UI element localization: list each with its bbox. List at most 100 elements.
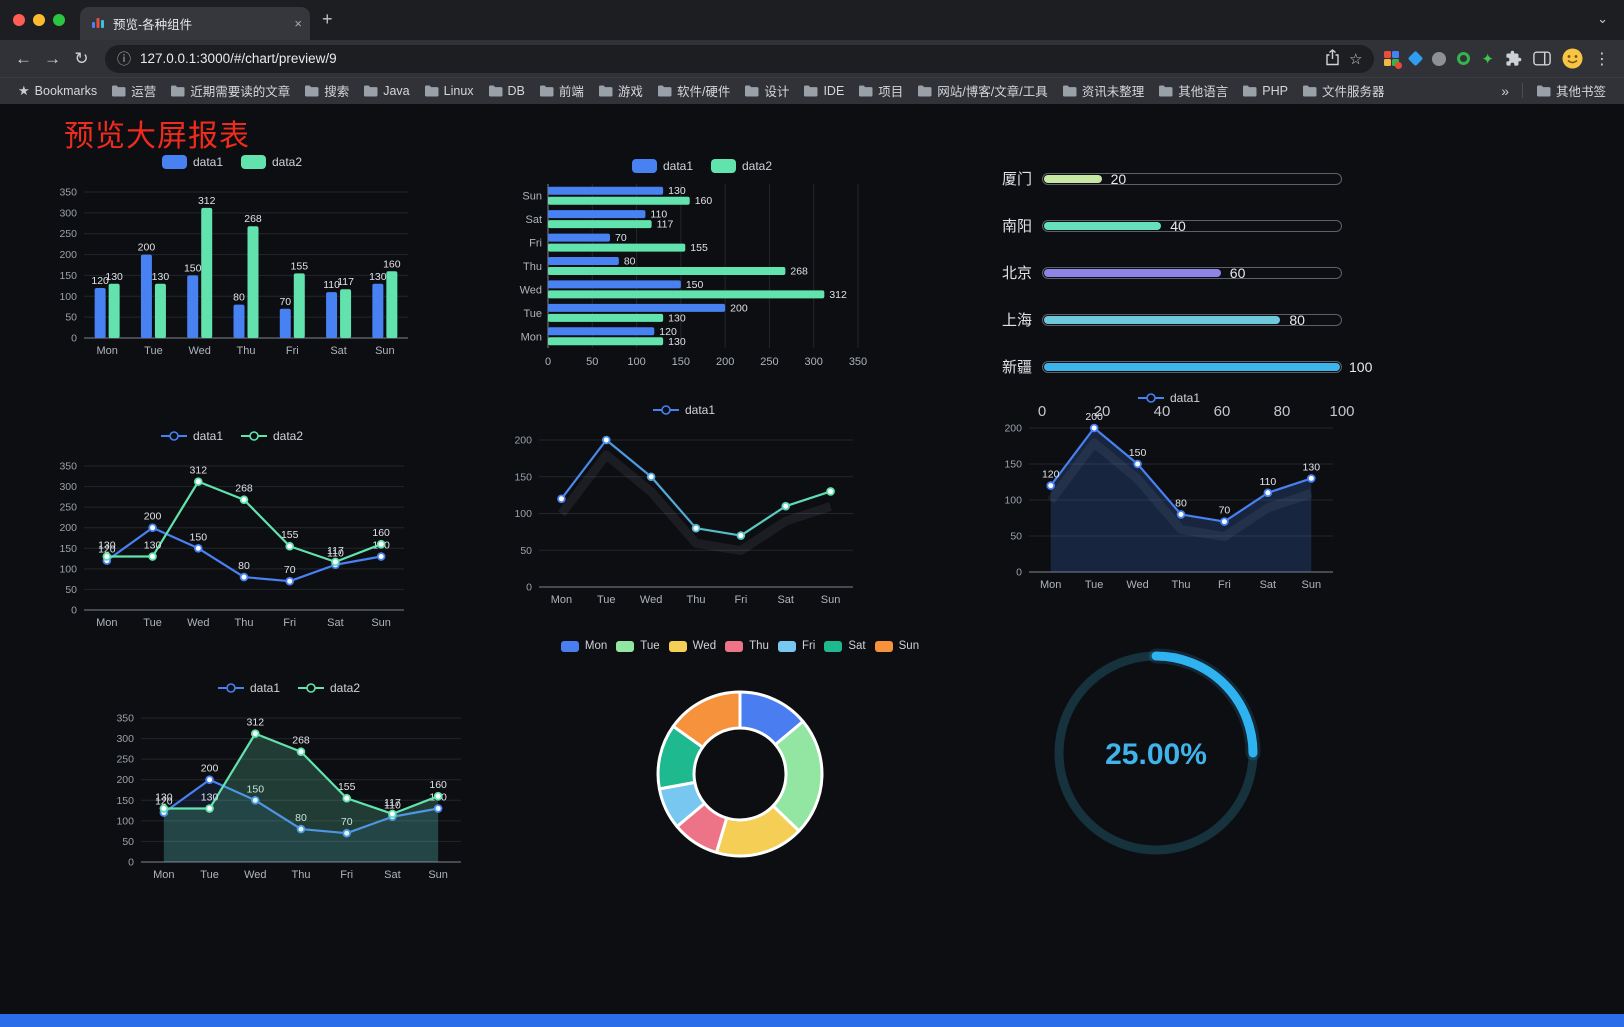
svg-text:200: 200 [59, 522, 77, 534]
legend-item[interactable]: data1 [160, 429, 223, 443]
bookmark-folder[interactable]: 文件服务器 [1296, 81, 1391, 100]
new-tab-button[interactable]: + [322, 9, 333, 29]
bookmark-folder[interactable]: 软件/硬件 [651, 81, 736, 100]
bookmark-folder[interactable]: 运营 [105, 81, 162, 100]
svg-text:100: 100 [1004, 495, 1022, 507]
svg-text:200: 200 [144, 511, 162, 523]
svg-text:110: 110 [1259, 476, 1276, 488]
bookmark-folder[interactable]: 搜索 [298, 81, 355, 100]
legend-item[interactable]: data1 [652, 403, 715, 417]
svg-text:120: 120 [1042, 469, 1060, 481]
legend-item[interactable]: data2 [711, 159, 772, 173]
bookmark-folder[interactable]: 游戏 [592, 81, 649, 100]
reload-button[interactable]: ↻ [74, 49, 89, 68]
svg-text:Mon: Mon [153, 869, 174, 881]
bookmark-folder[interactable]: 网站/博客/文章/工具 [911, 81, 1053, 100]
minimize-window-button[interactable] [33, 14, 45, 26]
legend-item[interactable]: data2 [298, 681, 360, 695]
svg-text:300: 300 [59, 481, 77, 493]
bar-canvas: 050100150200250300350Mon120130Tue200130W… [59, 187, 408, 357]
svg-text:150: 150 [1004, 459, 1022, 471]
bookmarks-manager[interactable]: ★ Bookmarks [12, 83, 103, 99]
side-panel-icon[interactable] [1533, 51, 1551, 66]
bookmark-folder[interactable]: 前端 [533, 81, 590, 100]
page-title: 预览大屏报表 [64, 120, 250, 153]
donut-canvas [656, 690, 824, 858]
legend-item[interactable]: Tue [616, 640, 660, 652]
extension-gray-icon[interactable] [1432, 51, 1447, 66]
url-text[interactable]: 127.0.0.1:3000/#/chart/preview/9 [140, 51, 337, 66]
legend-item[interactable]: Sun [874, 640, 919, 652]
tab-close-icon[interactable]: × [294, 16, 302, 31]
svg-text:Wed: Wed [640, 594, 662, 606]
bookmark-folder[interactable]: IDE [797, 84, 850, 98]
bookmark-folder[interactable]: Java [357, 84, 415, 98]
progress-bar-chart: 厦门 20 南阳 40 北京 60 上海 80 新疆 100 0 20 40 60 80 100 [1002, 160, 1372, 421]
svg-text:350: 350 [59, 461, 77, 473]
tab-title: 预览-各种组件 [113, 18, 193, 32]
bookmark-folder[interactable]: 资讯未整理 [1056, 81, 1151, 100]
bookmark-folder[interactable]: 近期需要读的文章 [164, 81, 296, 100]
zoom-window-button[interactable] [53, 14, 65, 26]
bookmark-star-icon[interactable]: ☆ [1348, 50, 1363, 68]
legend-item[interactable]: data1 [161, 155, 223, 169]
svg-text:100: 100 [627, 356, 645, 368]
extension-green-icon[interactable] [1457, 52, 1471, 65]
share-icon[interactable] [1325, 48, 1340, 69]
profile-avatar[interactable] [1562, 48, 1583, 69]
legend-item[interactable]: data1 [1137, 391, 1200, 405]
svg-text:50: 50 [65, 584, 77, 596]
legend-item[interactable]: Thu [725, 640, 769, 652]
legend-item[interactable]: Fri [777, 640, 815, 652]
svg-text:Fri: Fri [529, 238, 542, 250]
svg-text:117: 117 [657, 219, 674, 231]
svg-text:200: 200 [138, 242, 156, 254]
extension-star-icon[interactable]: ✦ [1481, 50, 1494, 68]
svg-text:268: 268 [244, 213, 262, 225]
extensions-puzzle-icon[interactable] [1505, 50, 1522, 67]
bookmark-folder[interactable]: DB [482, 84, 531, 98]
svg-text:250: 250 [59, 228, 77, 240]
menu-icon[interactable]: ⋮ [1594, 50, 1610, 68]
bookmarks-bar: ★ Bookmarks 运营 近期需要读的文章 搜索 Java Linux DB 前端 游戏软… [0, 77, 1624, 104]
extension-blue-icon[interactable] [1408, 50, 1424, 67]
svg-text:350: 350 [849, 356, 867, 368]
svg-text:130: 130 [668, 336, 686, 348]
bookmark-folder[interactable]: Linux [418, 84, 480, 98]
legend-item[interactable]: data2 [241, 429, 303, 443]
bookmark-folder[interactable]: 项目 [852, 81, 909, 100]
legend-item[interactable]: Wed [668, 640, 716, 652]
bookmark-folder[interactable]: 其他语言 [1152, 81, 1234, 100]
extension-colorful-icon[interactable] [1384, 51, 1403, 69]
chart-legend: data1 [993, 388, 1345, 408]
page-content: 预览大屏报表 data1 data2 0 50 100 150 200 250 300 350 Mo… [0, 104, 1624, 1027]
tab-search-icon[interactable]: ⌄ [1597, 11, 1608, 26]
svg-text:100: 100 [59, 563, 77, 575]
line-canvas: 0 50 100 150 200 Mon Tue Wed Thu Fri Sat Sun [514, 435, 853, 606]
other-bookmarks[interactable]: 其他书签 [1530, 81, 1612, 100]
forward-button[interactable]: → [44, 49, 61, 68]
svg-text:Tue: Tue [597, 594, 616, 606]
legend-item[interactable]: Mon [560, 640, 607, 652]
svg-text:Tue: Tue [200, 869, 219, 881]
bookmarks-overflow-chevron[interactable]: » [1501, 82, 1509, 99]
bookmarks-divider [1521, 83, 1523, 98]
bookmark-folder[interactable]: PHP [1236, 84, 1294, 98]
chart-legend: data1 data2 [512, 156, 892, 176]
svg-text:150: 150 [1129, 447, 1147, 459]
back-button[interactable]: ← [15, 49, 32, 68]
browser-tab[interactable]: 预览-各种组件 × [80, 7, 310, 40]
address-bar[interactable]: ⓘ 127.0.0.1:3000/#/chart/preview/9 ☆ [105, 44, 1375, 73]
svg-text:50: 50 [122, 836, 134, 848]
legend-item[interactable]: data2 [241, 155, 302, 169]
svg-text:Sun: Sun [522, 191, 542, 203]
legend-item[interactable]: Sat [824, 640, 866, 652]
site-info-icon[interactable]: ⓘ [117, 50, 131, 67]
svg-text:Tue: Tue [523, 308, 542, 320]
legend-item[interactable]: data1 [217, 681, 280, 695]
legend-item[interactable]: data1 [631, 159, 693, 173]
bookmark-folder[interactable]: 设计 [738, 81, 795, 100]
svg-text:120: 120 [98, 544, 116, 556]
close-window-button[interactable] [13, 14, 25, 26]
